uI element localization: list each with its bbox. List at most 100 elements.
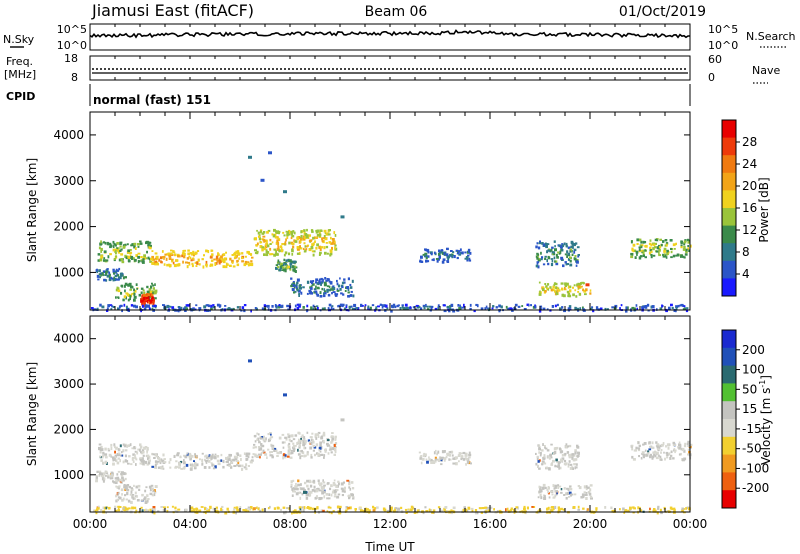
power-cell <box>576 260 579 264</box>
power-cell <box>144 257 148 260</box>
power-cell <box>677 254 680 257</box>
power-cell <box>181 252 185 255</box>
velocity-cell <box>122 460 125 464</box>
power-cell <box>568 285 572 289</box>
velocity-cell <box>649 507 651 510</box>
power-cell <box>560 258 564 261</box>
velocity-cell <box>291 434 294 438</box>
power-cell <box>670 247 673 250</box>
velocity-cell <box>310 442 313 446</box>
velocity-cell <box>107 476 110 479</box>
power-cell <box>685 309 689 313</box>
velocity-cell <box>331 439 334 443</box>
velocity-cell <box>243 452 246 455</box>
power-cell <box>322 294 326 298</box>
velocity-cell <box>323 484 326 487</box>
velocity-cell <box>303 442 306 445</box>
power-cell <box>288 259 291 263</box>
velocity-cell <box>124 488 127 491</box>
power-cell <box>172 250 175 253</box>
power-cell <box>679 304 683 307</box>
power-cell <box>540 251 542 255</box>
power-cell <box>127 298 130 302</box>
power-region-6 <box>275 258 298 273</box>
power-cell <box>123 303 126 307</box>
power-cell <box>663 247 667 251</box>
power-cell <box>148 246 152 250</box>
xtick-label: 20:00 <box>573 517 608 531</box>
velocity-colorbar-label-close: ] <box>759 375 773 380</box>
velocity-cell <box>278 436 282 440</box>
power-cell <box>248 251 250 255</box>
power-cell <box>154 297 157 300</box>
velocity-cell <box>299 439 303 442</box>
power-cell <box>140 297 144 300</box>
power-cell <box>638 248 641 252</box>
power-cell <box>391 304 394 308</box>
power-cell <box>147 256 150 260</box>
velocity-cell <box>294 485 297 489</box>
velocity-cell <box>320 486 324 490</box>
power-cell <box>432 258 435 262</box>
velocity-cell <box>131 506 134 510</box>
power-cell <box>332 291 336 293</box>
power-cell <box>119 276 122 280</box>
power-cell <box>563 242 566 246</box>
power-cell <box>287 231 289 234</box>
power-cell <box>326 288 329 292</box>
power-cell <box>349 286 353 289</box>
velocity-cell <box>330 484 333 488</box>
power-cell <box>539 305 543 308</box>
velocity-cell <box>317 435 320 438</box>
power-cell <box>130 255 134 259</box>
velocity-cell <box>266 456 268 459</box>
power-cell <box>112 240 115 244</box>
velocity-cell <box>102 472 105 475</box>
power-cell <box>664 239 668 242</box>
velocity-cell <box>330 451 333 454</box>
velocity-region-2 <box>252 431 338 460</box>
power-cell <box>308 248 312 251</box>
power-cell <box>323 288 326 291</box>
velocity-cell <box>114 450 116 454</box>
power-cell <box>298 305 301 308</box>
power-cell <box>123 295 126 299</box>
colorbar-cell <box>722 454 736 473</box>
power-cell <box>107 255 110 259</box>
power-cell <box>98 246 101 250</box>
power-cell <box>279 245 283 249</box>
velocity-cell <box>209 505 212 509</box>
power-cell <box>275 268 278 270</box>
velocity-cell <box>289 456 293 459</box>
power-cell <box>292 268 294 272</box>
power-cell <box>219 304 222 307</box>
power-cell <box>114 249 117 253</box>
velocity-cell <box>122 449 125 453</box>
velocity-cell <box>652 451 655 455</box>
power-cell <box>133 295 137 299</box>
velocity-cell <box>303 488 306 492</box>
power-cell <box>127 284 130 287</box>
power-cell <box>561 293 565 297</box>
power-cell <box>295 285 298 289</box>
velocity-cell <box>134 450 137 453</box>
power-cell <box>277 230 280 233</box>
power-cell <box>293 286 296 289</box>
velocity-cell <box>654 455 657 458</box>
power-cell <box>311 230 314 233</box>
velocity-cell <box>683 444 687 448</box>
power-cell <box>631 247 634 250</box>
power-cell <box>329 281 333 284</box>
power-cell <box>577 290 580 293</box>
power-cell <box>284 263 287 266</box>
power-cell <box>283 234 286 237</box>
power-cell <box>563 294 566 298</box>
power-cell <box>324 231 327 235</box>
power-cell <box>278 230 281 233</box>
power-cell <box>195 265 198 267</box>
power-cell <box>205 260 208 264</box>
velocity-cell <box>471 509 474 512</box>
velocity-cell <box>559 447 561 451</box>
velocity-cell <box>273 447 277 450</box>
